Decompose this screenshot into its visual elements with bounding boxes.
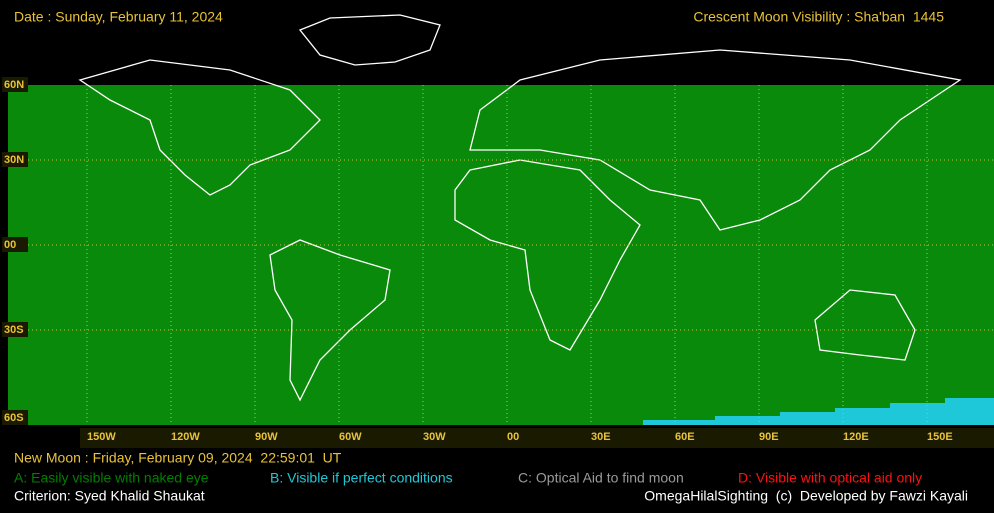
legend-item: A: Easily visible with naked eye — [14, 470, 209, 486]
lon-label: 30W — [423, 431, 446, 443]
graticule — [8, 85, 994, 425]
lon-label: 30E — [591, 431, 611, 443]
visibility-zone-b — [643, 398, 994, 425]
lat-label-box — [2, 410, 28, 425]
lat-label: 00 — [4, 239, 16, 251]
lon-label: 00 — [507, 431, 519, 443]
legend-item: B: Visible if perfect conditions — [270, 470, 453, 486]
australia — [814, 289, 916, 361]
legend-item: D: Visible with optical aid only — [738, 470, 922, 486]
africa — [454, 159, 641, 351]
title: Crescent Moon Visibility : Sha'ban 1445 — [693, 9, 944, 25]
criterion: Criterion: Syed Khalid Shaukat — [14, 488, 205, 504]
lat-label: 60S — [4, 412, 24, 424]
greenland — [298, 14, 441, 66]
lat-label-box — [2, 322, 28, 337]
lat-label-box — [2, 77, 28, 92]
lat-label: 30S — [4, 324, 24, 336]
lon-label: 60E — [675, 431, 695, 443]
coastlines — [78, 14, 962, 402]
date: Date : Sunday, February 11, 2024 — [14, 9, 223, 25]
lon-label: 60W — [339, 431, 362, 443]
lon-strip — [80, 428, 994, 448]
credit: OmegaHilalSighting (c) Developed by Fawz… — [644, 488, 968, 504]
lat-label: 30N — [4, 154, 24, 166]
lon-label: 90E — [759, 431, 779, 443]
visibility-zone-a — [8, 85, 994, 425]
new-moon: New Moon : Friday, February 09, 2024 22:… — [14, 450, 342, 466]
legend-item: C: Optical Aid to find moon — [518, 470, 684, 486]
lat-label-box — [2, 237, 28, 252]
lon-label: 120W — [171, 431, 200, 443]
lon-label: 120E — [843, 431, 869, 443]
lon-label: 150W — [87, 431, 116, 443]
lon-label: 90W — [255, 431, 278, 443]
north-america — [78, 59, 321, 196]
lat-label-box — [2, 152, 28, 167]
south-america — [269, 239, 391, 402]
lon-label: 150E — [927, 431, 953, 443]
lat-label: 60N — [4, 79, 24, 91]
eurasia — [469, 49, 962, 231]
